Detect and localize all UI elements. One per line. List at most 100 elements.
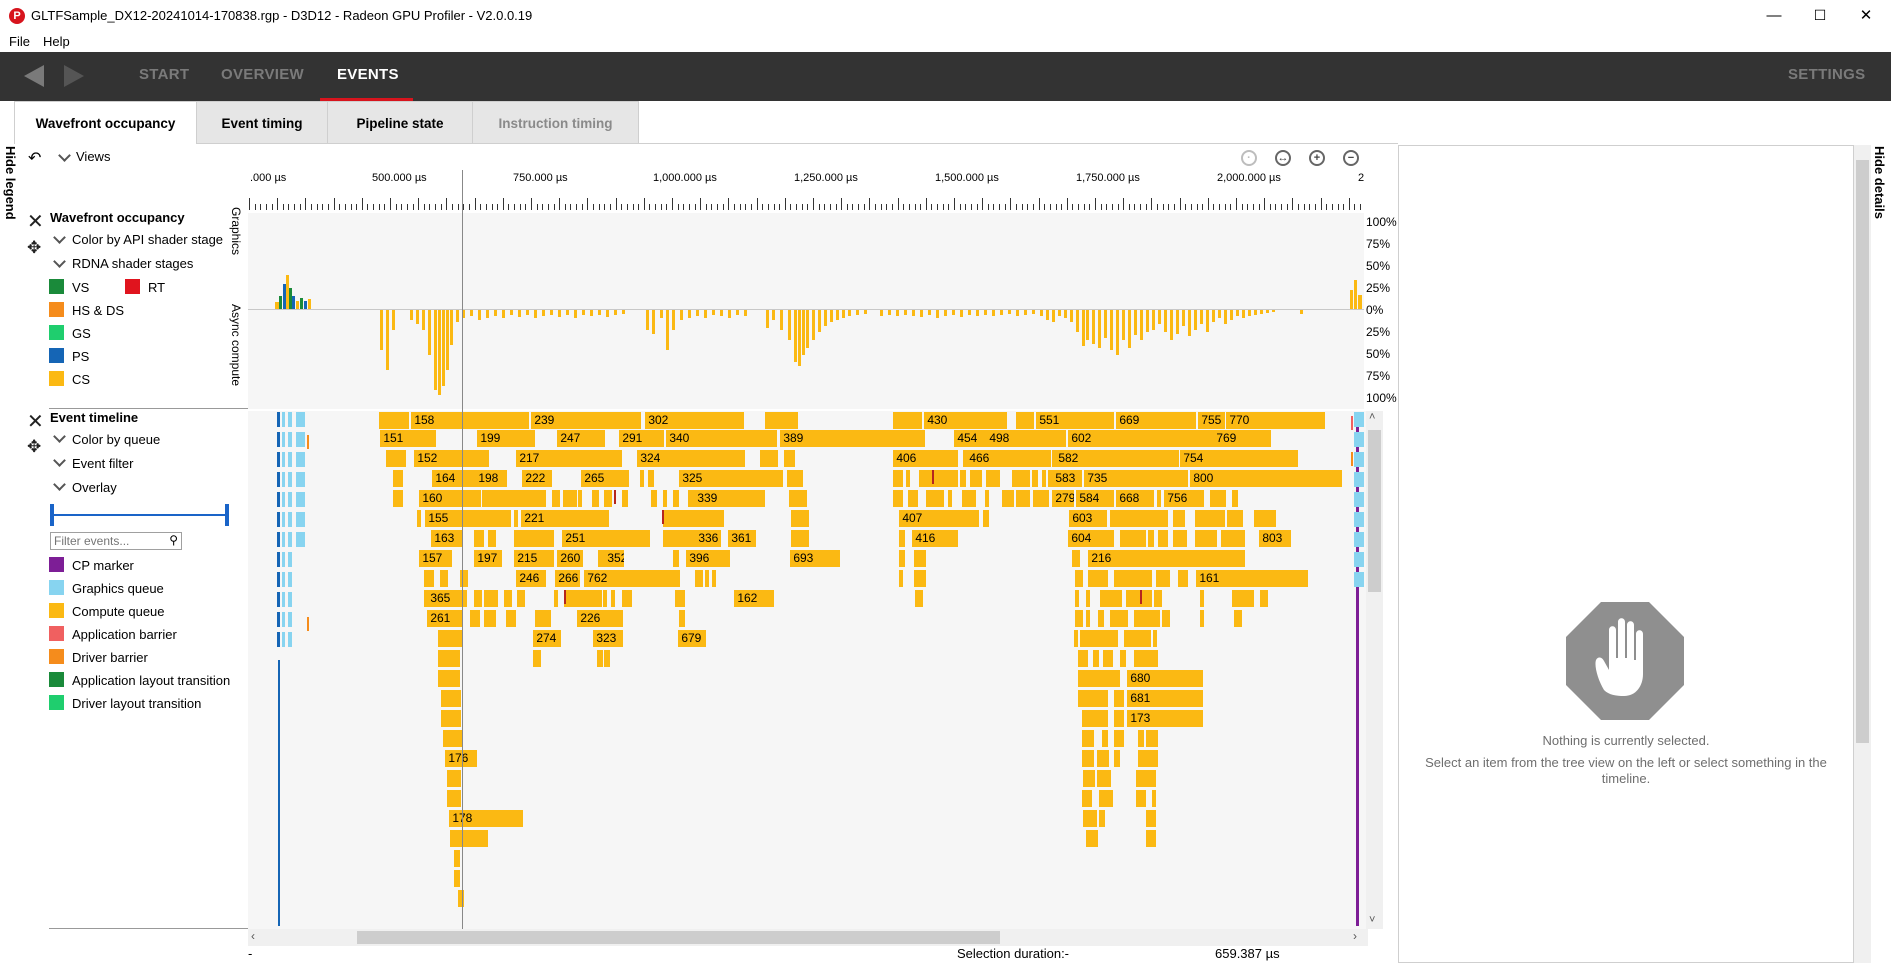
event-323[interactable]: 323 [593,630,623,647]
timeline-event-bar[interactable] [673,490,679,507]
event-769[interactable]: 769 [1213,430,1271,447]
legend-swatch-hs-ds[interactable] [49,302,64,317]
event-178[interactable]: 178 [449,810,523,827]
timeline-event-bar[interactable] [906,470,910,487]
legend-swatch-rt[interactable] [125,279,140,294]
timeline-event-bar[interactable] [1099,810,1105,827]
graphics-queue-bar[interactable] [288,512,292,527]
timeline-event-bar[interactable] [1086,830,1098,847]
timeline-event-bar[interactable] [1195,510,1225,527]
timeline-event-bar[interactable] [386,450,406,467]
subtab-wavefront-occupancy[interactable]: Wavefront occupancy [14,101,197,144]
forward-arrow-icon[interactable] [64,65,84,87]
timeline-event-bar[interactable] [765,412,798,429]
event-406[interactable]: 406 [893,450,958,467]
event-762[interactable]: 762 [584,570,680,587]
event-158[interactable]: 158 [411,412,529,429]
vertical-scroll-thumb[interactable] [1368,430,1381,592]
timeline-event-bar[interactable] [757,490,765,507]
timeline-event-bar[interactable] [663,490,667,507]
graphics-queue-bar[interactable] [277,632,280,647]
timeline-event-bar[interactable] [454,850,460,867]
timeline-event-bar[interactable] [700,510,724,527]
graphics-queue-bar[interactable] [1354,492,1364,507]
timeline-event-bar[interactable] [1146,830,1156,847]
timeline-event-bar[interactable] [1078,650,1088,667]
chevron-down-icon[interactable] [53,255,66,268]
graphics-queue-bar[interactable] [296,472,305,487]
graphics-queue-bar[interactable] [1354,452,1364,467]
timeline-event-bar[interactable] [908,490,918,507]
timeline-event-bar[interactable] [899,530,905,547]
event-164[interactable]: 164 [432,470,476,487]
graphics-queue-bar[interactable] [277,552,280,567]
barrier-marker[interactable] [932,470,934,484]
timeline-event-bar[interactable] [417,510,421,527]
event-551[interactable]: 551 [1036,412,1114,429]
barrier-marker[interactable] [1140,590,1142,604]
event-679[interactable]: 679 [678,630,706,647]
timeline-event-bar[interactable] [963,450,967,467]
timeline-event-bar[interactable] [484,610,492,627]
event-755[interactable]: 755 [1198,412,1225,429]
timeline-event-bar[interactable] [1100,590,1122,607]
legend-swatch-application-layout-transition[interactable] [49,672,64,687]
event-[interactable] [450,830,488,847]
timeline-event-bar[interactable] [1124,630,1151,647]
event-325[interactable]: 325 [679,470,783,487]
event-735[interactable]: 735 [1084,470,1188,487]
timeline-event-bar[interactable] [1227,510,1243,527]
timeline-event-bar[interactable] [1254,510,1276,527]
timeline-event-bar[interactable] [962,490,976,507]
timeline-event-bar[interactable] [454,870,460,887]
event-770[interactable]: 770 [1226,412,1325,429]
event-582[interactable]: 582 [1055,450,1179,467]
timeline-event-bar[interactable] [1016,490,1030,507]
timeline-event-bar[interactable] [492,610,496,627]
timeline-event-bar[interactable] [492,590,498,607]
barrier-marker[interactable] [307,435,309,449]
rdna-stages-dropdown[interactable]: RDNA shader stages [72,256,194,271]
timeline-event-bar[interactable] [948,490,952,507]
timeline-event-bar[interactable] [651,490,657,507]
legend-swatch-application-barrier[interactable] [49,626,64,641]
timeline-event-bar[interactable] [791,510,809,527]
graphics-queue-bar[interactable] [288,592,292,607]
timeline-event-bar[interactable] [1195,530,1217,547]
details-scroll-thumb[interactable] [1856,160,1869,743]
timeline-event-bar[interactable] [787,470,803,487]
timeline-event-bar[interactable] [1082,750,1094,767]
cp-marker-bar[interactable] [1356,412,1359,926]
graphics-queue-bar[interactable] [296,432,305,447]
timeline-event-bar[interactable] [1078,690,1108,707]
event-291[interactable]: 291 [619,430,664,447]
scroll-down-icon[interactable]: ˅ [1369,914,1376,926]
overlay-dropdown[interactable]: Overlay [72,480,117,495]
graphics-queue-bar[interactable] [1354,532,1364,547]
chevron-down-icon[interactable] [53,454,66,467]
timeline-event-bar[interactable] [458,890,464,907]
event-265[interactable]: 265 [581,470,629,487]
event-173[interactable]: 173 [1127,710,1203,727]
slider-handle-left[interactable] [50,504,54,526]
event-221[interactable]: 221 [521,510,609,527]
timeline-event-bar[interactable] [986,470,1000,487]
graphics-queue-bar[interactable] [1354,572,1364,587]
event-215[interactable]: 215 [514,550,554,567]
timeline-event-bar[interactable] [1232,590,1254,607]
event-261[interactable]: 261 [427,610,463,627]
timeline-event-bar[interactable] [695,570,703,587]
timeline-event-bar[interactable] [899,570,903,587]
event-246[interactable]: 246 [516,570,546,587]
color-by-stage-dropdown[interactable]: Color by API shader stage [72,232,224,247]
timeline-event-bar[interactable] [1236,610,1242,627]
timeline-event-bar[interactable] [438,650,460,667]
timeline-event-bar[interactable] [564,590,602,607]
graphics-queue-bar[interactable] [288,492,292,507]
barrier-marker[interactable] [662,510,664,524]
timeline-event-bar[interactable] [1048,470,1052,487]
event-756[interactable]: 756 [1164,490,1204,507]
search-icon[interactable]: ⚲ [169,533,178,547]
barrier-marker[interactable] [307,617,309,631]
timeline-event-bar[interactable] [552,490,560,507]
